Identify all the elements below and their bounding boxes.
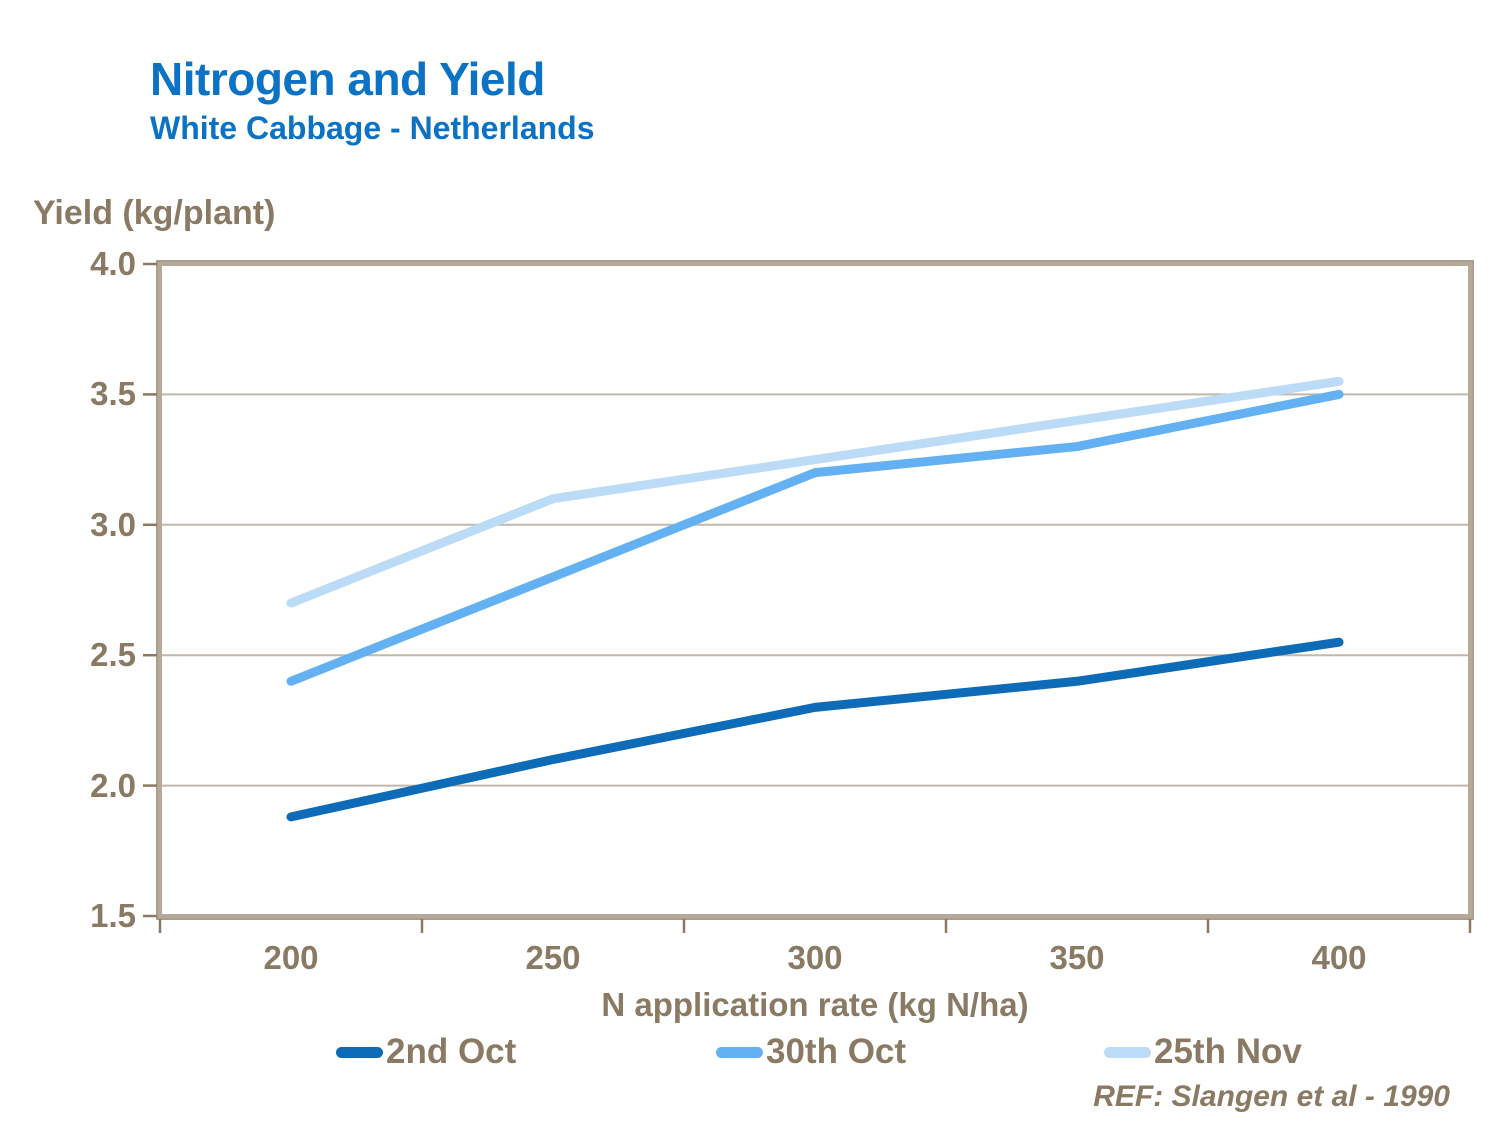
y-tick-label: 4.0 [90,245,136,282]
y-tick-label: 1.5 [90,897,136,934]
chart-title: Nitrogen and Yield [150,53,545,105]
legend-swatch [716,1046,763,1058]
legend-swatch [1104,1046,1151,1058]
reference-text: REF: Slangen et al - 1990 [1093,1080,1450,1113]
legend-entry-30th-oct: 30th Oct [716,1030,906,1074]
x-tick-label: 300 [787,939,843,976]
legend-label: 30th Oct [766,1032,907,1071]
legend-label: 25th Nov [1154,1032,1302,1071]
y-tick-label: 2.5 [90,636,136,674]
plot-border [158,262,1472,918]
chart-subtitle: White Cabbage - Netherlands [150,110,595,146]
x-axis-title: N application rate (kg N/ha) [601,986,1029,1023]
x-tick-label: 250 [525,939,581,976]
x-tick-label: 400 [1311,939,1367,976]
legend-entry-2nd-oct: 2nd Oct [336,1030,516,1074]
y-tick-label: 2.0 [90,766,136,804]
x-tick-label: 350 [1049,939,1105,976]
series-line-2nd-oct [286,637,1344,822]
legend-entry-25th-nov: 25th Nov [1104,1030,1302,1074]
series-line-25th-nov [286,376,1344,608]
y-axis-title: Yield (kg/plant) [33,194,276,232]
plot-border-edge [156,260,1474,920]
legend-label: 2nd Oct [386,1032,517,1071]
legend-swatch [336,1046,383,1058]
y-tick-label: 3.0 [90,505,136,543]
x-tick-label: 200 [263,939,319,976]
y-tick-label: 3.5 [90,375,136,413]
series-line-30th-oct [286,389,1344,686]
